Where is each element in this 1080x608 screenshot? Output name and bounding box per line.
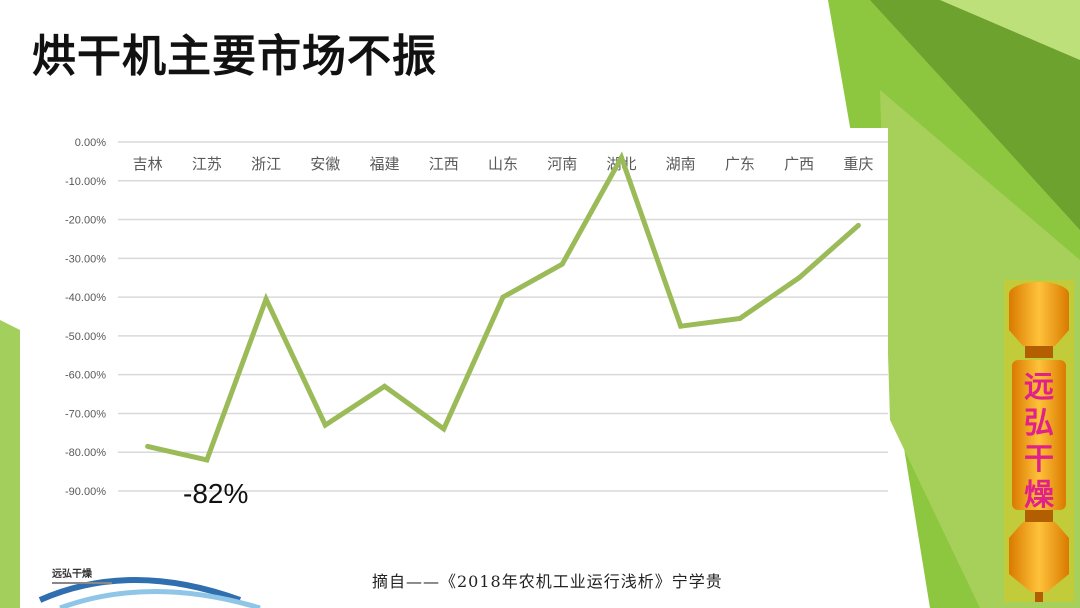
data-point [678,323,684,329]
brand-name-vertical: 远弘干燥 [1008,370,1070,514]
brand-char: 燥 [1024,478,1054,513]
y-tick-label: -90.00% [65,486,106,498]
data-point [322,422,328,428]
x-tick-label: 安徽 [310,155,340,173]
x-tick-label: 河南 [547,155,577,173]
x-tick-label: 湖南 [666,155,696,173]
y-tick-label: -30.00% [65,253,106,265]
x-tick-label: 山东 [488,155,518,173]
x-tick-label: 浙江 [251,155,281,173]
y-tick-label: 0.00% [75,137,106,149]
brand-badge [1004,280,1074,602]
min-value-callout: -82% [183,478,249,509]
data-point [263,296,269,302]
line-chart: 0.00% -10.00% -20.00% -30.00% -40.00% -50.00%… [65,137,888,498]
slide-title: 烘干机主要市场不振 [32,31,437,82]
data-point [382,383,388,389]
y-tick-label: -40.00% [65,292,106,304]
x-tick-label: 广西 [784,155,814,173]
source-citation: 摘自——《2018年农机工业运行浅析》宁学贵 [372,572,723,591]
x-tick-label: 福建 [370,155,400,173]
logo-text: 远弘干燥 [52,569,92,580]
data-point [737,315,743,321]
y-tick-label: -70.00% [65,408,106,420]
data-point [145,443,151,449]
logo-underline [52,582,112,584]
data-point [204,457,210,463]
data-point [500,294,506,300]
x-tick-label: 江西 [429,155,459,173]
company-logo: 远弘干燥 [52,565,122,585]
series-line [147,151,861,463]
x-tick-label: 重庆 [843,155,873,173]
y-tick-label: -10.00% [65,176,106,188]
data-point [618,155,624,161]
chart-panel: 0.00% -10.00% -20.00% -30.00% -40.00% -50.00%… [20,128,888,528]
brand-char: 弘 [1024,406,1054,441]
brand-char: 远 [1024,370,1054,405]
data-point [796,275,802,281]
data-point [855,222,861,228]
data-point [559,261,565,267]
x-tick-label: 广东 [725,155,755,173]
y-tick-label: -50.00% [65,331,106,343]
x-tick-label: 吉林 [133,155,163,173]
brand-char: 干 [1024,442,1054,477]
x-tick-label: 江苏 [192,155,222,173]
data-point [441,426,447,432]
y-tick-label: -20.00% [65,215,106,227]
y-tick-label: -80.00% [65,447,106,459]
y-tick-label: -60.00% [65,370,106,382]
